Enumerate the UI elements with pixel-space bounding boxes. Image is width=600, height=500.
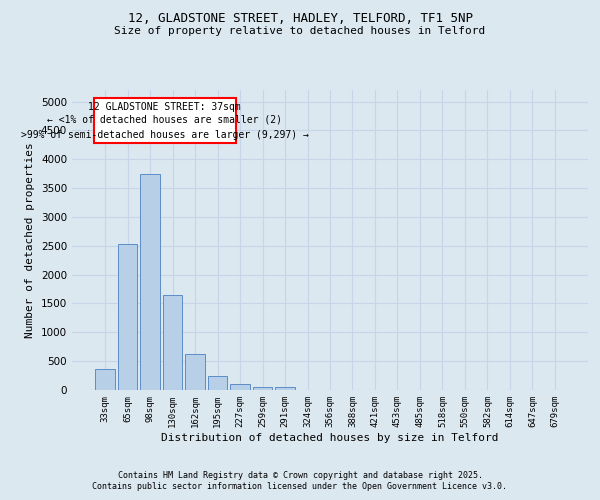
Text: 12 GLADSTONE STREET: 37sqm: 12 GLADSTONE STREET: 37sqm <box>88 102 241 112</box>
Bar <box>275 387 295 390</box>
Bar <box>253 387 272 390</box>
Bar <box>95 368 115 390</box>
Y-axis label: Number of detached properties: Number of detached properties <box>25 142 35 338</box>
Bar <box>185 354 205 390</box>
Bar <box>230 384 250 390</box>
Bar <box>208 376 227 390</box>
Text: ← <1% of detached houses are smaller (2): ← <1% of detached houses are smaller (2) <box>47 114 282 124</box>
Bar <box>94 98 236 142</box>
Bar <box>118 244 137 390</box>
Text: >99% of semi-detached houses are larger (9,297) →: >99% of semi-detached houses are larger … <box>20 130 308 140</box>
Text: Size of property relative to detached houses in Telford: Size of property relative to detached ho… <box>115 26 485 36</box>
Text: 12, GLADSTONE STREET, HADLEY, TELFORD, TF1 5NP: 12, GLADSTONE STREET, HADLEY, TELFORD, T… <box>128 12 473 26</box>
Bar <box>140 174 160 390</box>
Text: Contains HM Land Registry data © Crown copyright and database right 2025.: Contains HM Land Registry data © Crown c… <box>118 471 482 480</box>
Bar <box>163 295 182 390</box>
X-axis label: Distribution of detached houses by size in Telford: Distribution of detached houses by size … <box>161 432 499 442</box>
Text: Contains public sector information licensed under the Open Government Licence v3: Contains public sector information licen… <box>92 482 508 491</box>
